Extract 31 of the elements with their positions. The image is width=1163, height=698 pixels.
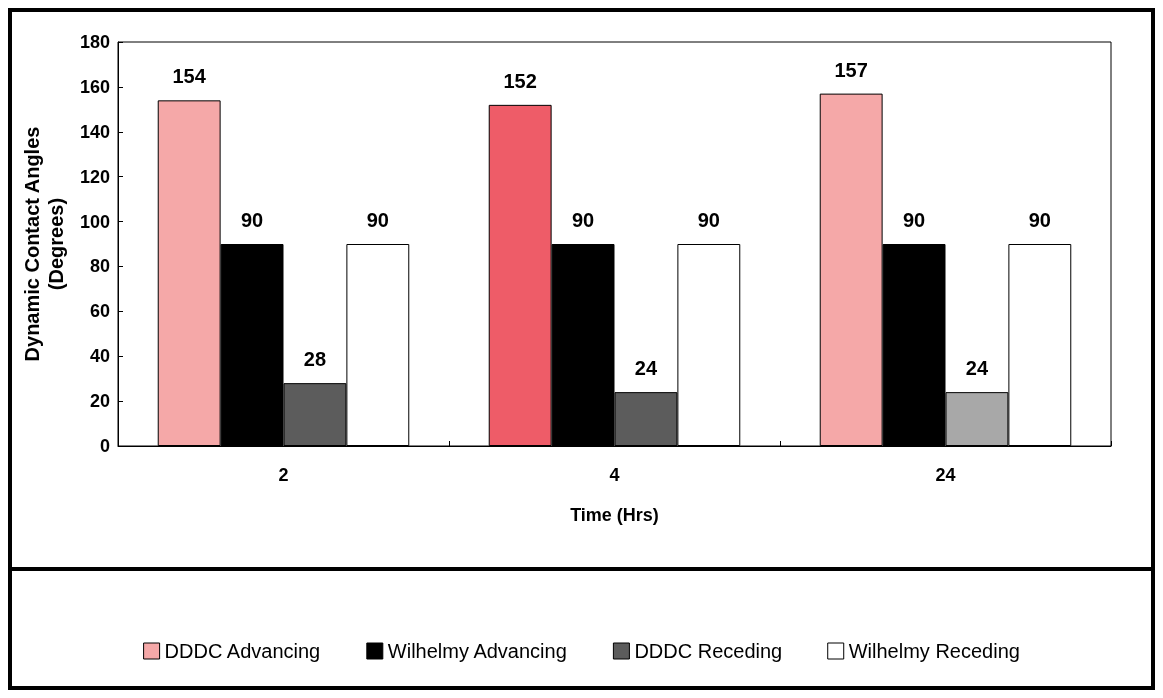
legend-label: Wilhelmy Receding [848, 640, 1020, 662]
y-tick-label: 140 [79, 121, 110, 142]
data-label: 90 [902, 209, 926, 231]
data-label: 90 [1028, 209, 1051, 231]
x-tick-label: 2 [278, 465, 289, 485]
data-label: 24 [634, 357, 658, 380]
y-tick-label: 80 [89, 256, 110, 277]
data-label: 90 [697, 209, 720, 231]
y-tick-label: 100 [79, 211, 110, 232]
x-tick-label: 4 [609, 465, 620, 485]
data-label: 90 [240, 209, 264, 231]
y-tick-label: 120 [79, 166, 110, 187]
legend-label: Wilhelmy Advancing [387, 640, 567, 662]
data-label: 154 [172, 65, 207, 88]
legend-label: DDDC Receding [634, 640, 783, 662]
data-label: 24 [965, 357, 989, 380]
y-tick-label: 20 [89, 391, 110, 412]
y-tick-label: 40 [89, 346, 110, 367]
legend-label: DDDC Advancing [164, 640, 321, 662]
y-axis-title: Dynamic Contact Angles (Degrees) [21, 126, 67, 362]
y-tick-label: 60 [89, 301, 110, 322]
data-label: 157 [834, 58, 868, 81]
x-axis-title: Time (Hrs) [570, 505, 659, 525]
data-label: 28 [303, 348, 327, 371]
data-label: 90 [366, 209, 389, 231]
y-tick-label: 180 [79, 32, 110, 52]
data-label: 90 [571, 209, 595, 231]
y-tick-label: 160 [79, 76, 110, 97]
x-tick-label: 24 [935, 465, 956, 485]
y-tick-label: 0 [99, 436, 110, 456]
data-label: 152 [503, 69, 537, 92]
